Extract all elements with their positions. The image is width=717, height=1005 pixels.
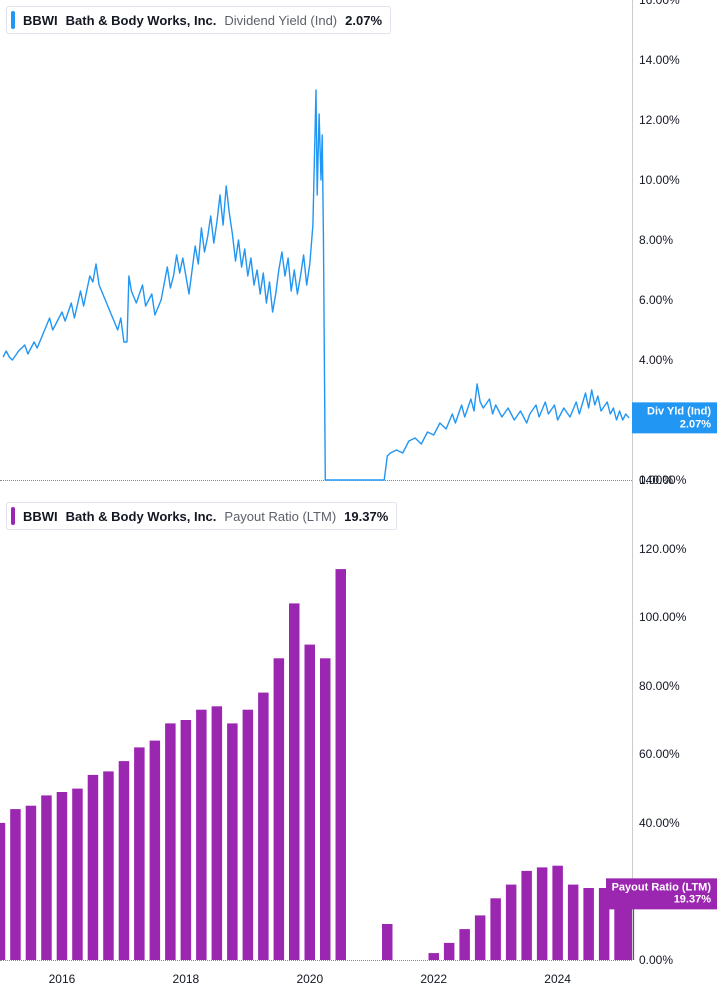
badge-value-top: 2.07% [638, 418, 711, 431]
y-tick: 16.00% [639, 0, 680, 7]
line-chart-svg [0, 0, 632, 480]
badge-metric-bottom: Payout Ratio (LTM) [612, 881, 711, 894]
x-tick: 2022 [420, 972, 447, 986]
y-tick: 10.00% [639, 173, 680, 187]
badge-value-bottom: 19.37% [612, 894, 711, 907]
x-tick: 2020 [296, 972, 323, 986]
legend-metric-bottom: Payout Ratio (LTM) [224, 509, 336, 524]
y-tick: 140.00% [639, 473, 686, 487]
y-tick: 120.00% [639, 542, 686, 556]
x-tick: 2018 [173, 972, 200, 986]
legend-value-bottom: 19.37% [344, 509, 388, 524]
payout-ratio-panel: BBWI Bath & Body Works, Inc. Payout Rati… [0, 480, 717, 960]
legend-company-name: Bath & Body Works, Inc. [66, 13, 217, 28]
y-tick: 14.00% [639, 53, 680, 67]
y-tick: 100.00% [639, 610, 686, 624]
legend-company-name-bottom: Bath & Body Works, Inc. [66, 509, 217, 524]
y-tick: 12.00% [639, 113, 680, 127]
x-axis: 2016 2018 2020 2022 2024 [0, 960, 632, 1005]
legend-box-top: BBWI Bath & Body Works, Inc. Dividend Yi… [6, 6, 391, 34]
y-tick: 8.00% [639, 233, 673, 247]
x-tick: 2016 [49, 972, 76, 986]
y-tick: 60.00% [639, 747, 680, 761]
plot-area-top[interactable] [0, 0, 632, 480]
legend-marker-top [11, 11, 15, 29]
y-tick: 4.00% [639, 353, 673, 367]
badge-metric-top: Div Yld (Ind) [638, 405, 711, 418]
y-tick: 6.00% [639, 293, 673, 307]
current-value-badge-bottom: Payout Ratio (LTM) 19.37% [606, 878, 717, 909]
y-tick: 0.00% [639, 953, 673, 967]
x-tick: 2024 [544, 972, 571, 986]
legend-marker-bottom [11, 507, 15, 525]
legend-ticker-bottom: BBWI [23, 509, 58, 524]
y-tick: 40.00% [639, 816, 680, 830]
dividend-yield-panel: BBWI Bath & Body Works, Inc. Dividend Yi… [0, 0, 717, 480]
bar-chart-svg [0, 480, 632, 960]
legend-metric-top: Dividend Yield (Ind) [224, 13, 337, 28]
legend-value-top: 2.07% [345, 13, 382, 28]
legend-box-bottom: BBWI Bath & Body Works, Inc. Payout Rati… [6, 502, 397, 530]
legend-ticker: BBWI [23, 13, 58, 28]
y-tick: 80.00% [639, 679, 680, 693]
plot-area-bottom[interactable] [0, 480, 632, 960]
current-value-badge-top: Div Yld (Ind) 2.07% [632, 402, 717, 433]
